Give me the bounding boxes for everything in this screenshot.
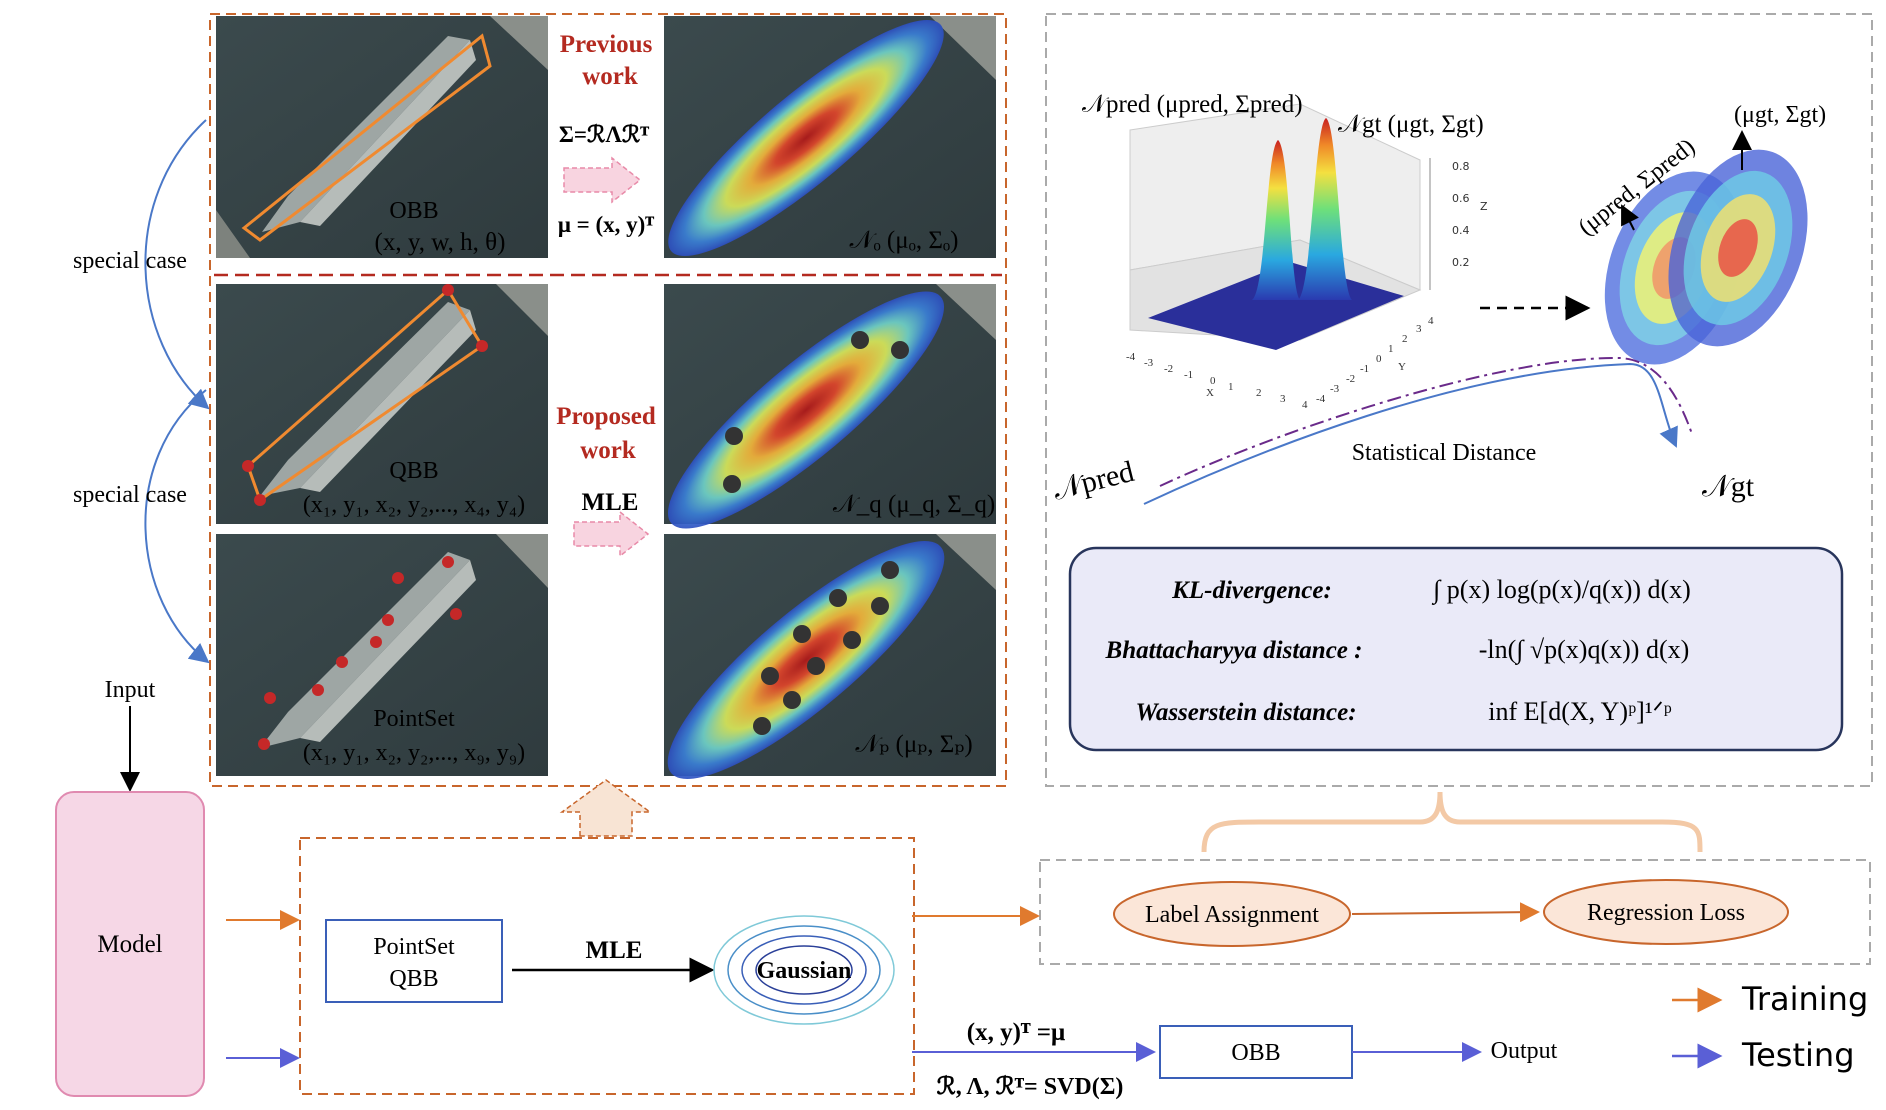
- obb-box: [1159, 1025, 1353, 1079]
- z-tick-3: 0.2: [1452, 256, 1470, 269]
- mle-label-pipeline: MLE: [586, 937, 643, 964]
- panel-obb: [216, 16, 548, 258]
- y-tick-7: -3: [1330, 383, 1340, 395]
- gauss-q-label: 𝒩_q (μ_q, Σ_q): [833, 491, 995, 518]
- gauss-o-label: 𝒩ₒ (μₒ, Σₒ): [850, 227, 959, 254]
- y-tick-2: 2: [1402, 333, 1408, 345]
- special-case-curve-2: [144, 389, 210, 664]
- y-tick-4: 0: [1376, 353, 1382, 365]
- y-tick-0: 4: [1428, 315, 1434, 327]
- pointset-title: PointSet: [373, 706, 455, 732]
- previous-arrow: [563, 156, 642, 204]
- distance-dashdot-curve: [1159, 356, 1693, 487]
- x-tick-4: 0: [1210, 375, 1216, 387]
- model-label: Model: [97, 931, 162, 958]
- up-arrow: [559, 779, 653, 837]
- svd-eq: ℛ, Λ, ℛᵀ= SVD(Σ): [937, 1074, 1124, 1100]
- x-tick-6: 2: [1256, 387, 1262, 399]
- pointset-qbb-box: [325, 919, 503, 1003]
- pointset-params: (x₁, y₁, x₂, y₂,..., x₉, y₉): [303, 740, 525, 766]
- previous-work-line2: work: [582, 63, 638, 90]
- mu-formula: μ = (x, y)ᵀ: [558, 212, 654, 237]
- proposed-work-line2: work: [580, 437, 636, 464]
- regression-loss-oval: [1543, 879, 1789, 945]
- special-case-label-2: special case: [73, 482, 187, 508]
- kl-name: KL-divergence:: [1171, 577, 1332, 604]
- x-tick-2: -2: [1164, 363, 1173, 375]
- loss-frame: [1039, 859, 1871, 965]
- y-tick-5: -1: [1360, 363, 1369, 375]
- gaussian-label: Gaussian: [757, 958, 852, 984]
- z-tick-0: 0.8: [1452, 160, 1470, 173]
- label-assignment-label: Label Assignment: [1145, 902, 1319, 928]
- input-label: Input: [105, 677, 156, 703]
- n-gt-low: 𝒩gt: [1702, 470, 1755, 503]
- legend-training-label: Training: [1741, 980, 1868, 1018]
- surface-plot: [1129, 103, 1431, 350]
- previous-work-line1: Previous: [560, 31, 653, 58]
- y-tick-3: 1: [1388, 343, 1394, 355]
- mu-eq: (x, y)ᵀ =μ: [967, 1019, 1065, 1046]
- y-tick-1: 3: [1416, 323, 1422, 335]
- overlap-ellipses: [1604, 149, 1808, 365]
- gaussian-rings: [713, 915, 895, 1025]
- brace: [1201, 791, 1703, 853]
- x-axis-label: X: [1206, 387, 1214, 399]
- distance-curve: [1143, 362, 1678, 505]
- qbb-params: (x₁, y₁, x₂, y₂,..., x₄, y₄): [303, 492, 525, 518]
- x-tick-8: 4: [1302, 399, 1308, 411]
- proposed-work-line1: Proposed: [556, 403, 656, 430]
- panel-gauss-o: [664, 16, 996, 258]
- sigma-formula: Σ=ℛΛℛᵀ: [559, 122, 649, 147]
- output-label: Output: [1491, 1038, 1558, 1064]
- gauss-p-label: 𝒩ₚ (μₚ, Σₚ): [855, 731, 972, 758]
- n-pred-title: 𝒩pred (μpred, Σpred): [1082, 91, 1303, 118]
- bhattacharyya-formula: -ln(∫ √p(x)q(x)) d(x): [1479, 635, 1690, 665]
- x-tick-1: -3: [1144, 357, 1154, 369]
- mu-pred-arrow: [1621, 204, 1639, 231]
- label-assignment-oval: [1113, 881, 1351, 947]
- x-tick-5: 1: [1228, 381, 1234, 393]
- wasserstein-name: Wasserstein distance:: [1135, 699, 1356, 726]
- y-tick-6: -2: [1346, 373, 1355, 385]
- n-gt-title: 𝒩gt (μgt, Σgt): [1338, 111, 1484, 138]
- obb-box-label: OBB: [1231, 1040, 1280, 1066]
- obb-title: OBB: [389, 198, 438, 224]
- kl-formula: ∫ p(x) log(p(x)/q(x)) d(x): [1431, 575, 1691, 605]
- pipeline-frame: [299, 837, 915, 1095]
- special-case-curve-1: [144, 119, 210, 410]
- qbb-title: QBB: [389, 458, 438, 484]
- panel-gauss-q: [664, 284, 996, 529]
- pointset-qbb-line2: QBB: [389, 966, 438, 992]
- la-to-rl-arrow: [1351, 902, 1540, 923]
- special-case-label-1: special case: [73, 248, 187, 274]
- n-pred-low: 𝒩pred: [1050, 455, 1138, 507]
- x-tick-3: -1: [1184, 369, 1193, 381]
- z-axis-label: Z: [1480, 200, 1488, 213]
- z-tick-1: 0.6: [1452, 192, 1470, 205]
- wasserstein-formula: inf E[d(X, Y)ᵖ]¹ᐟᵖ: [1488, 697, 1671, 726]
- obb-params: (x, y, w, h, θ): [375, 229, 506, 256]
- panel-gauss-p: [664, 534, 996, 779]
- statistical-distance-label: Statistical Distance: [1352, 440, 1537, 466]
- z-tick-2: 0.4: [1452, 224, 1470, 237]
- mu-gt-label: (μgt, Σgt): [1734, 102, 1826, 128]
- panel-pointset: [216, 534, 548, 776]
- legend-testing-label: Testing: [1741, 1036, 1855, 1074]
- model-box: [55, 791, 205, 1097]
- y-axis-label: Y: [1398, 361, 1406, 373]
- formula-box: [1068, 546, 1844, 752]
- mle-label-top: MLE: [582, 489, 639, 516]
- bhattacharyya-name: Bhattacharyya distance :: [1105, 637, 1363, 664]
- pointset-qbb-line1: PointSet: [373, 934, 455, 960]
- regression-loss-label: Regression Loss: [1587, 900, 1745, 926]
- x-tick-7: 3: [1280, 393, 1286, 405]
- x-tick-0: -4: [1126, 351, 1136, 363]
- panel-qbb: [216, 284, 548, 524]
- right-frame: [1045, 13, 1873, 787]
- proposed-arrow: [573, 510, 650, 558]
- y-tick-8: -4: [1316, 393, 1326, 405]
